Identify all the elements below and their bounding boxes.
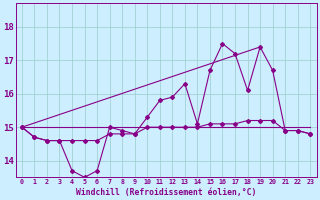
X-axis label: Windchill (Refroidissement éolien,°C): Windchill (Refroidissement éolien,°C) xyxy=(76,188,256,197)
